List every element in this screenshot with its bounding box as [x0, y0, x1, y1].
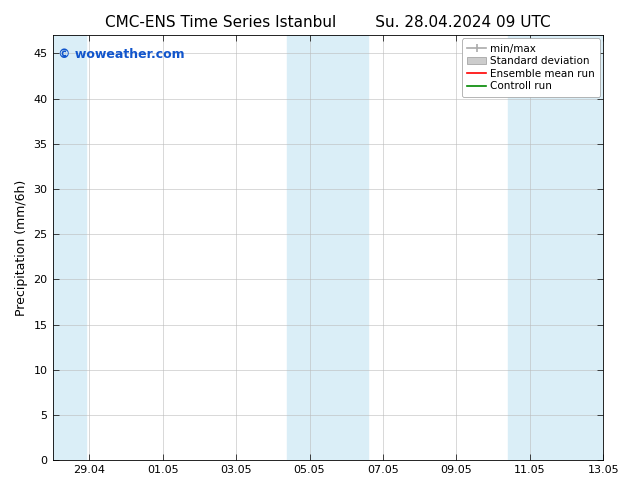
Text: © woweather.com: © woweather.com: [58, 48, 184, 61]
Bar: [508, 35, 603, 460]
Title: CMC-ENS Time Series Istanbul        Su. 28.04.2024 09 UTC: CMC-ENS Time Series Istanbul Su. 28.04.2…: [105, 15, 551, 30]
Legend: min/max, Standard deviation, Ensemble mean run, Controll run: min/max, Standard deviation, Ensemble me…: [462, 38, 600, 97]
Bar: [287, 35, 368, 460]
Bar: [53, 35, 86, 460]
Y-axis label: Precipitation (mm/6h): Precipitation (mm/6h): [15, 180, 28, 316]
